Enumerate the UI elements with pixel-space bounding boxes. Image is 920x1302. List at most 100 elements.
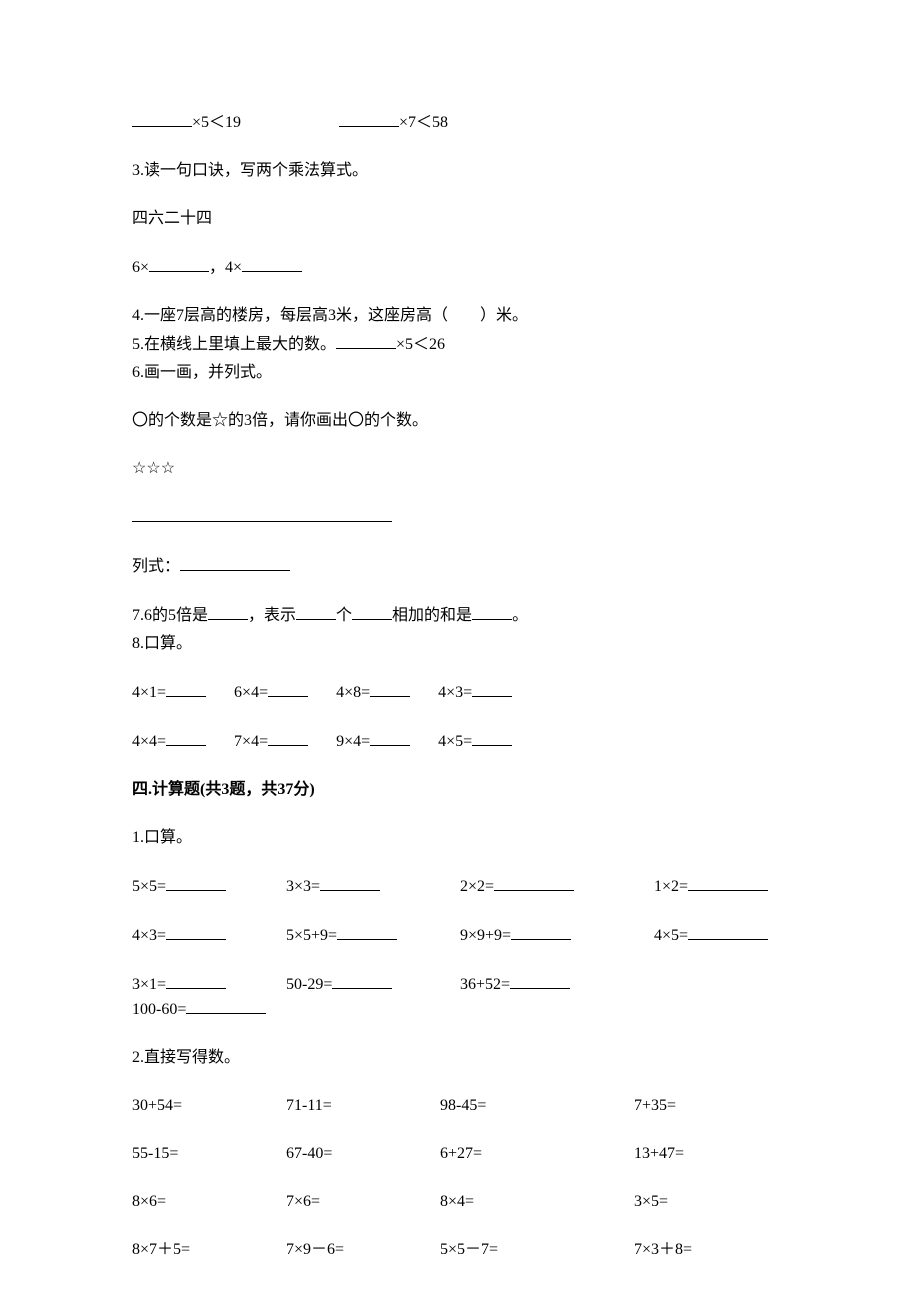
- c: 5×5－7=: [440, 1238, 630, 1262]
- c: 5×5=: [132, 878, 166, 895]
- c: 4×3=: [132, 927, 166, 944]
- blank: [166, 972, 226, 989]
- s4q1-title: 1.口算。: [132, 826, 788, 850]
- s4q2-r2: 55-15= 67-40= 6+27= 13+47=: [132, 1142, 788, 1166]
- c: 8×6=: [132, 1190, 282, 1214]
- blank: [688, 923, 768, 940]
- q6-expr-label: 列式：: [132, 558, 180, 575]
- s4q2-r1: 30+54= 71-11= 98-45= 7+35=: [132, 1094, 788, 1118]
- s4q1-r3: 3×1= 50-29= 36+52= 100-60=: [132, 972, 788, 1022]
- c: 55-15=: [132, 1142, 282, 1166]
- q6-drawline: [132, 505, 788, 530]
- c: 7×3＋8=: [634, 1238, 692, 1262]
- blank: [472, 603, 512, 620]
- c: 7+35=: [634, 1094, 676, 1118]
- c: 6+27=: [440, 1142, 630, 1166]
- c: 98-45=: [440, 1094, 630, 1118]
- blank: [180, 554, 290, 571]
- blank: [472, 729, 512, 746]
- c: 30+54=: [132, 1094, 282, 1118]
- blank: [370, 680, 410, 697]
- blank: [494, 874, 574, 891]
- q8-r1c: 4×8=: [336, 684, 370, 701]
- c: 2×2=: [460, 878, 494, 895]
- q3-p1: 6×: [132, 259, 149, 276]
- blank: [166, 923, 226, 940]
- q7: 7.6的5倍是 ，表示 个 相加的和是 。: [132, 603, 788, 628]
- blank: [510, 972, 570, 989]
- blank: [336, 332, 396, 349]
- s4q2-r4: 8×7＋5= 7×9－6= 5×5－7= 7×3＋8=: [132, 1238, 788, 1262]
- q2-right: ×7＜58: [399, 114, 448, 131]
- blank: [339, 110, 399, 127]
- blank: [132, 110, 192, 127]
- c: 8×7＋5=: [132, 1238, 282, 1262]
- worksheet-page: ×5＜19 ×7＜58 3.读一句口诀，写两个乘法算式。 四六二十四 6× ，4×…: [0, 0, 920, 1302]
- section4-title: 四.计算题(共3题，共37分): [132, 778, 788, 802]
- q5-prefix: 5.在横线上里填上最大的数。: [132, 336, 336, 353]
- q3-sep: ，4×: [209, 259, 242, 276]
- blank: [332, 972, 392, 989]
- blank: [370, 729, 410, 746]
- blank: [149, 255, 209, 272]
- c: 3×5=: [634, 1190, 668, 1214]
- c: 3×1=: [132, 976, 166, 993]
- c: 13+47=: [634, 1142, 684, 1166]
- s4q2-r3: 8×6= 7×6= 8×4= 3×5=: [132, 1190, 788, 1214]
- q3-koujue: 四六二十四: [132, 207, 788, 231]
- q4: 4.一座7层高的楼房，每层高3米，这座房高（ ）米。: [132, 304, 788, 328]
- q7-p4: 相加的和是: [392, 607, 472, 624]
- s4q1-r2: 4×3= 5×5+9= 9×9+9= 4×5=: [132, 923, 788, 948]
- q8-title: 8.口算。: [132, 632, 788, 656]
- q8-r1a: 4×1=: [132, 684, 166, 701]
- q6-expr: 列式：: [132, 554, 788, 579]
- blank: [511, 923, 571, 940]
- q2-row: ×5＜19 ×7＜58: [132, 110, 788, 135]
- q7-p1: 7.6的5倍是: [132, 607, 208, 624]
- q7-p3: 个: [336, 607, 352, 624]
- c: 3×3=: [286, 878, 320, 895]
- q6-desc: 〇的个数是☆的3倍，请你画出〇的个数。: [132, 409, 788, 433]
- q2-left: ×5＜19: [192, 114, 241, 131]
- c: 8×4=: [440, 1190, 630, 1214]
- c: 50-29=: [286, 976, 332, 993]
- blank: [296, 603, 336, 620]
- blank: [166, 874, 226, 891]
- blank: [268, 729, 308, 746]
- q7-p2: ，表示: [248, 607, 296, 624]
- c: 5×5+9=: [286, 927, 337, 944]
- blank: [688, 874, 768, 891]
- q5-suffix: ×5＜26: [396, 336, 445, 353]
- q8-r2d: 4×5=: [438, 733, 472, 750]
- s4q2-title: 2.直接写得数。: [132, 1046, 788, 1070]
- blank: [186, 997, 266, 1014]
- c: 36+52=: [460, 976, 510, 993]
- q8-r2b: 7×4=: [234, 733, 268, 750]
- blank: [208, 603, 248, 620]
- c: 71-11=: [286, 1094, 436, 1118]
- blank: [166, 680, 206, 697]
- q8-r2c: 9×4=: [336, 733, 370, 750]
- c: 1×2=: [654, 878, 688, 895]
- q3-prompt: 3.读一句口诀，写两个乘法算式。: [132, 159, 788, 183]
- q8-r1b: 6×4=: [234, 684, 268, 701]
- c: 7×9－6=: [286, 1238, 436, 1262]
- c: 7×6=: [286, 1190, 436, 1214]
- blank: [166, 729, 206, 746]
- q8-r2a: 4×4=: [132, 733, 166, 750]
- q8-r1d: 4×3=: [438, 684, 472, 701]
- c: 67-40=: [286, 1142, 436, 1166]
- blank: [352, 603, 392, 620]
- q6-stars: ☆☆☆: [132, 457, 788, 481]
- q3-fill: 6× ，4×: [132, 255, 788, 280]
- blank: [320, 874, 380, 891]
- blank: [337, 923, 397, 940]
- q5: 5.在横线上里填上最大的数。 ×5＜26: [132, 332, 788, 357]
- q8-row1: 4×1= 6×4= 4×8= 4×3=: [132, 680, 788, 705]
- s4q1-r1: 5×5= 3×3= 2×2= 1×2=: [132, 874, 788, 899]
- c: 4×5=: [654, 927, 688, 944]
- blank: [242, 255, 302, 272]
- blank: [472, 680, 512, 697]
- c: 100-60=: [132, 1001, 186, 1018]
- q7-p5: 。: [512, 607, 528, 624]
